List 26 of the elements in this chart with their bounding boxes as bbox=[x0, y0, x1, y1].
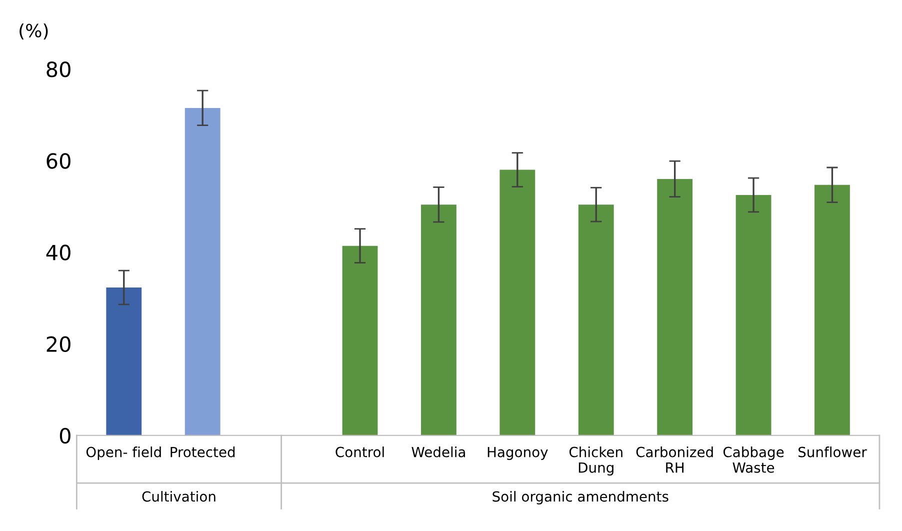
bar bbox=[814, 184, 850, 436]
bar bbox=[421, 204, 456, 436]
y-axis-title: (%) bbox=[20, 23, 48, 40]
x-tick-label: Protected bbox=[170, 446, 235, 458]
bar bbox=[500, 170, 536, 436]
bar bbox=[578, 204, 614, 436]
text: Soil organic amendments bbox=[492, 490, 668, 504]
bar bbox=[657, 178, 693, 436]
x-tick-label: Cabbage Waste bbox=[723, 446, 784, 473]
y-tick-label: 60 bbox=[46, 153, 70, 169]
x-tick-label: Chicken Dung bbox=[569, 446, 622, 476]
x-tick-label: Carbonized RH bbox=[636, 446, 713, 473]
bar bbox=[106, 287, 142, 436]
y-tick-label: 80 bbox=[46, 61, 70, 78]
x-tick-label: Sunflower bbox=[798, 446, 867, 458]
x-tick-label: Open- field bbox=[86, 446, 161, 460]
x-tick-label: Hagonoy bbox=[488, 446, 548, 460]
x-tick-label: Control bbox=[336, 446, 384, 458]
bar bbox=[736, 194, 772, 436]
bar bbox=[184, 108, 220, 436]
text: Cultivation bbox=[142, 490, 216, 502]
bar bbox=[342, 246, 378, 436]
x-tick-label: Wedelia bbox=[412, 446, 465, 458]
y-tick-label: 0 bbox=[60, 428, 70, 444]
y-tick-label: 40 bbox=[46, 244, 70, 260]
y-tick-label: 20 bbox=[46, 336, 70, 352]
